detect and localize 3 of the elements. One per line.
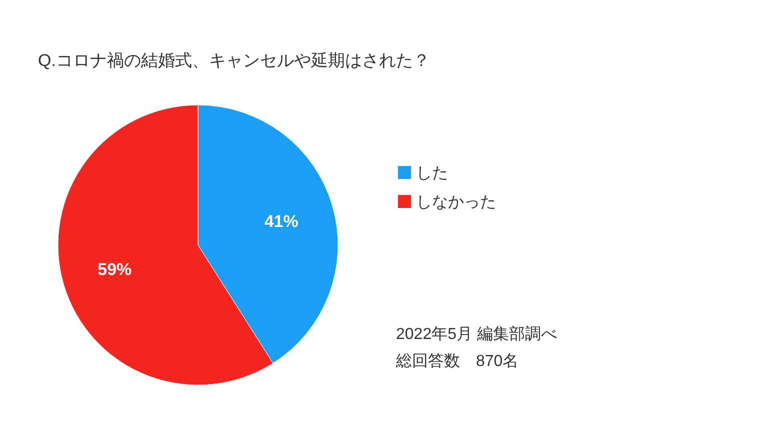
annotation: 総回答数 870名 <box>396 353 519 370</box>
title: Q.コロナ禍の結婚式、キャンセルや延期はされた？ <box>38 51 430 70</box>
annotation: 2022年5月 編集部調べ <box>396 326 557 343</box>
